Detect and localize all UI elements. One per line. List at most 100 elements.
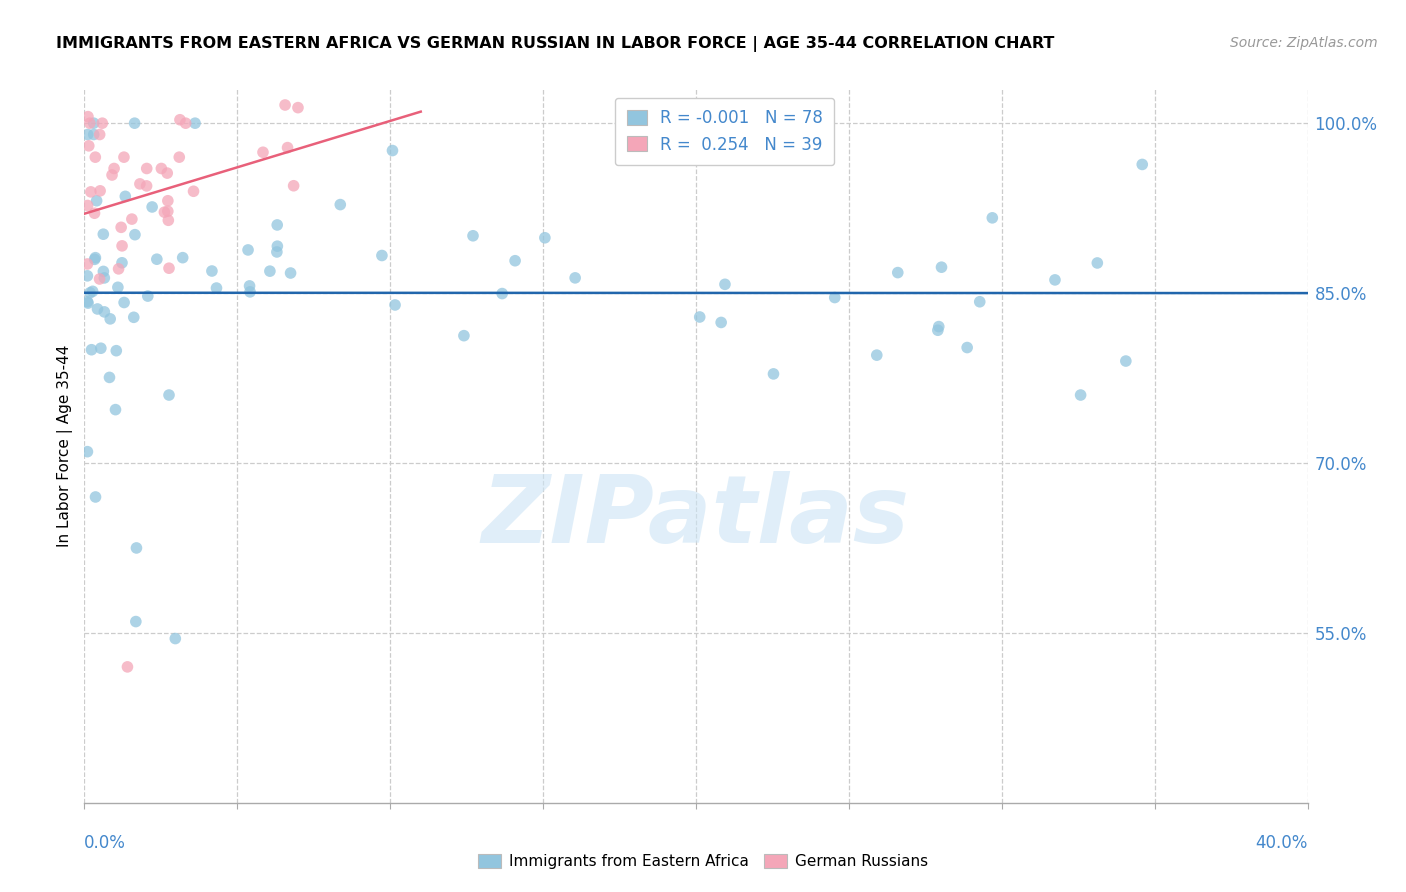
Point bbox=[329, 197, 352, 211]
Point bbox=[259, 264, 281, 278]
Point bbox=[76, 198, 98, 212]
Point bbox=[101, 168, 124, 182]
Point bbox=[184, 116, 207, 130]
Point bbox=[83, 116, 105, 130]
Point bbox=[236, 243, 259, 257]
Point bbox=[277, 140, 299, 154]
Point bbox=[956, 341, 979, 355]
Point bbox=[125, 541, 148, 555]
Point bbox=[714, 277, 737, 292]
Y-axis label: In Labor Force | Age 35-44: In Labor Force | Age 35-44 bbox=[58, 345, 73, 547]
Point bbox=[76, 268, 98, 283]
Point bbox=[122, 310, 145, 325]
Point bbox=[156, 166, 179, 180]
Point bbox=[157, 213, 180, 227]
Point bbox=[107, 280, 129, 294]
Point bbox=[157, 388, 180, 402]
Point bbox=[112, 295, 135, 310]
Point bbox=[266, 239, 288, 253]
Point bbox=[93, 264, 115, 278]
Text: 0.0%: 0.0% bbox=[84, 834, 127, 852]
Legend: Immigrants from Eastern Africa, German Russians: Immigrants from Eastern Africa, German R… bbox=[472, 848, 934, 875]
Point bbox=[79, 116, 101, 130]
Point bbox=[76, 128, 98, 142]
Point bbox=[146, 252, 169, 267]
Point bbox=[110, 220, 132, 235]
Point bbox=[89, 184, 111, 198]
Point bbox=[111, 239, 134, 253]
Point bbox=[86, 194, 108, 208]
Text: 40.0%: 40.0% bbox=[1256, 834, 1308, 852]
Point bbox=[183, 184, 205, 198]
Point bbox=[927, 323, 949, 337]
Point bbox=[91, 227, 114, 242]
Point bbox=[76, 294, 98, 309]
Point bbox=[381, 144, 404, 158]
Point bbox=[156, 194, 179, 208]
Point bbox=[77, 138, 100, 153]
Point bbox=[117, 660, 139, 674]
Point bbox=[266, 244, 288, 259]
Point bbox=[98, 370, 121, 384]
Point bbox=[98, 311, 121, 326]
Point bbox=[762, 367, 785, 381]
Legend: R = -0.001   N = 78, R =  0.254   N = 39: R = -0.001 N = 78, R = 0.254 N = 39 bbox=[614, 97, 834, 165]
Point bbox=[90, 341, 112, 355]
Point bbox=[79, 285, 101, 300]
Point bbox=[169, 112, 191, 127]
Point bbox=[491, 286, 513, 301]
Text: Source: ZipAtlas.com: Source: ZipAtlas.com bbox=[1230, 36, 1378, 50]
Point bbox=[384, 298, 406, 312]
Point bbox=[534, 231, 557, 245]
Point bbox=[238, 279, 260, 293]
Point bbox=[124, 116, 146, 130]
Point bbox=[1043, 273, 1066, 287]
Point bbox=[172, 251, 194, 265]
Point bbox=[84, 150, 107, 164]
Point bbox=[931, 260, 953, 275]
Point bbox=[866, 348, 889, 362]
Point bbox=[156, 204, 179, 219]
Point bbox=[274, 98, 297, 112]
Point bbox=[76, 444, 98, 458]
Point bbox=[105, 343, 128, 358]
Point bbox=[266, 218, 288, 232]
Point bbox=[83, 252, 105, 267]
Point bbox=[283, 178, 305, 193]
Point bbox=[107, 261, 129, 276]
Point bbox=[167, 150, 190, 164]
Point bbox=[112, 150, 135, 164]
Point bbox=[129, 177, 152, 191]
Point bbox=[104, 402, 127, 417]
Point bbox=[135, 161, 157, 176]
Point bbox=[205, 281, 228, 295]
Point bbox=[371, 248, 394, 262]
Text: IMMIGRANTS FROM EASTERN AFRICA VS GERMAN RUSSIAN IN LABOR FORCE | AGE 35-44 CORR: IMMIGRANTS FROM EASTERN AFRICA VS GERMAN… bbox=[56, 36, 1054, 52]
Point bbox=[121, 212, 143, 227]
Point bbox=[93, 271, 115, 285]
Point bbox=[80, 343, 103, 357]
Point bbox=[103, 161, 125, 176]
Point bbox=[80, 185, 103, 199]
Point bbox=[453, 328, 475, 343]
Point bbox=[1070, 388, 1092, 402]
Point bbox=[174, 116, 197, 130]
Point bbox=[969, 294, 991, 309]
Point bbox=[503, 253, 526, 268]
Point bbox=[141, 200, 163, 214]
Point bbox=[84, 251, 107, 265]
Point bbox=[150, 161, 173, 176]
Point bbox=[77, 296, 100, 310]
Point bbox=[114, 189, 136, 203]
Point bbox=[83, 206, 105, 220]
Point bbox=[928, 319, 950, 334]
Point bbox=[287, 101, 309, 115]
Point bbox=[165, 632, 187, 646]
Point bbox=[82, 285, 104, 299]
Point bbox=[93, 305, 115, 319]
Point bbox=[89, 272, 111, 286]
Point bbox=[1115, 354, 1137, 368]
Point bbox=[91, 116, 114, 130]
Point bbox=[824, 291, 846, 305]
Point bbox=[981, 211, 1004, 225]
